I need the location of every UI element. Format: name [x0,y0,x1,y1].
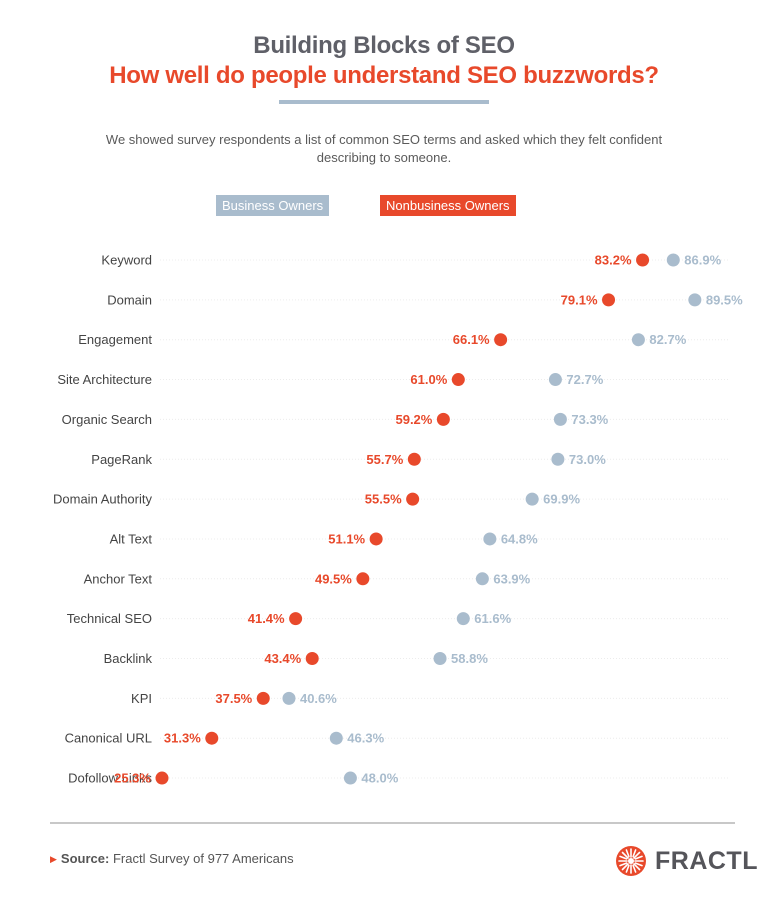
nonbusiness-dot [305,652,319,665]
source-note: ▶ Source: Fractl Survey of 977 Americans [50,851,294,866]
nonbusiness-dot [407,452,421,466]
business-dot [456,612,470,626]
category-label: KPI [131,691,152,706]
category-label: Backlink [104,651,153,666]
business-dot [525,492,539,506]
nonbusiness-value-label: 37.5% [215,691,252,706]
business-dot [551,452,565,466]
nonbusiness-value-label: 79.1% [561,292,598,307]
nonbusiness-dot [369,532,383,546]
chart-subtitle: How well do people understand SEO buzzwo… [109,62,659,89]
category-label: Organic Search [62,412,152,427]
category-label: Keyword [101,253,152,268]
business-dot [666,253,680,267]
dot-plot-chart: Keyword 86.9% 83.2% Domain 89.5% 79.1% Engagem… [53,253,743,786]
nonbusiness-value-label: 49.5% [315,571,352,586]
category-label: Engagement [78,332,152,347]
business-value-label: 58.8% [451,651,488,666]
business-value-label: 69.9% [543,492,580,507]
business-value-label: 64.8% [501,531,538,546]
category-label: PageRank [91,452,152,467]
nonbusiness-value-label: 31.3% [164,731,201,746]
caret-right-icon: ▶ [50,854,57,864]
starburst-icon [616,846,646,876]
business-value-label: 73.0% [569,452,606,467]
legend-nonbusiness-owners: Nonbusiness Owners [380,195,516,216]
nonbusiness-dot [356,572,370,586]
category-label: Technical SEO [67,611,152,626]
business-dot [548,373,562,387]
business-dot [329,731,343,745]
chart-description: We showed survey respondents a list of c… [105,132,663,165]
source-text: Fractl Survey of 977 Americans [112,851,294,866]
nonbusiness-value-label: 83.2% [595,253,632,268]
business-value-label: 82.7% [649,332,686,347]
business-value-label: 73.3% [571,412,608,427]
nonbusiness-value-label: 43.4% [264,651,301,666]
business-value-label: 48.0% [361,771,398,786]
category-label: Canonical URL [65,731,152,746]
business-dot [688,293,702,307]
category-label: Alt Text [110,531,153,546]
business-value-label: 46.3% [347,731,384,746]
nonbusiness-dot [602,293,616,307]
nonbusiness-dot [436,412,450,426]
business-value-label: 63.9% [493,571,530,586]
business-dot [343,771,357,785]
nonbusiness-value-label: 41.4% [248,611,285,626]
nonbusiness-dot [406,492,420,506]
legend-business-owners: Business Owners [216,195,330,216]
nonbusiness-dot [289,612,303,626]
logo-text: FRACTL [655,846,758,875]
nonbusiness-dot [494,333,508,347]
business-value-label: 72.7% [566,372,603,387]
nonbusiness-dot [256,691,270,705]
business-dot [433,652,447,665]
nonbusiness-dot [155,771,169,785]
nonbusiness-value-label: 55.7% [366,452,403,467]
nonbusiness-value-label: 61.0% [410,372,447,387]
nonbusiness-value-label: 59.2% [395,412,432,427]
business-dot [475,572,489,586]
nonbusiness-value-label: 25.3% [114,771,151,786]
business-value-label: 61.6% [474,611,511,626]
category-label: Anchor Text [84,571,153,586]
fractl-logo: FRACTL [615,845,758,877]
footer-divider [50,822,735,824]
category-label: Domain [107,292,152,307]
category-label: Dofollow Links [68,771,152,786]
nonbusiness-value-label: 51.1% [328,531,365,546]
nonbusiness-dot [451,373,465,387]
nonbusiness-dot [636,253,650,267]
category-label: Domain Authority [53,492,152,507]
chart-title: Building Blocks of SEO [253,32,515,59]
source-label: Source: [60,851,110,866]
business-value-label: 89.5% [706,292,743,307]
category-label: Site Architecture [57,372,152,387]
business-value-label: 86.9% [684,253,721,268]
business-dot [483,532,497,546]
nonbusiness-dot [205,731,219,745]
nonbusiness-value-label: 55.5% [365,492,402,507]
business-dot [282,691,296,705]
business-dot [553,412,567,426]
nonbusiness-value-label: 66.1% [453,332,490,347]
business-value-label: 40.6% [300,691,337,706]
title-divider [279,100,489,104]
business-dot [631,333,645,347]
